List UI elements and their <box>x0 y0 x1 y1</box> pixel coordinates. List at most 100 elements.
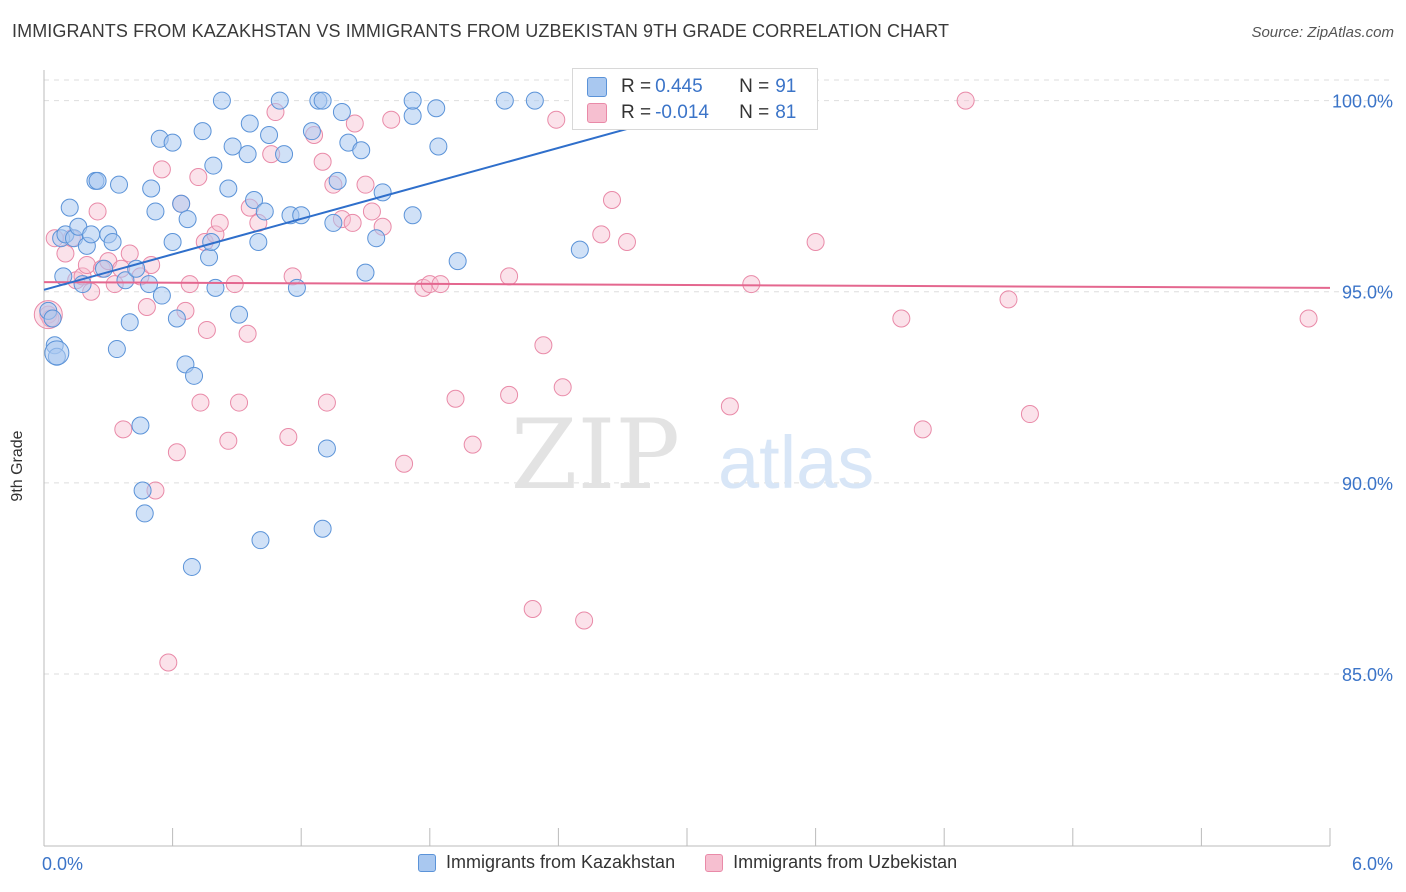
uzbekistan-point <box>806 233 825 252</box>
kazakhstan-point <box>140 275 159 294</box>
uzbekistan-point <box>114 420 133 439</box>
uzbekistan-point <box>1299 309 1318 328</box>
y-tick-label: 100.0% <box>1332 92 1393 112</box>
stats-row-kazakhstan: R = 0.445 N = 91 <box>587 76 796 98</box>
axes <box>43 70 1331 847</box>
kazakhstan-point <box>185 366 204 385</box>
kazakhstan-point <box>270 91 289 110</box>
tick-labels: 85.0% 90.0% 95.0% 100.0% 0.0% 6.0% <box>42 92 1393 874</box>
kazakhstan-point <box>403 91 422 110</box>
uzbekistan-point <box>197 320 216 339</box>
uzbekistan-point <box>189 168 208 187</box>
chart-title: IMMIGRANTS FROM KAZAKHSTAN VS IMMIGRANTS… <box>12 21 950 41</box>
kazakhstan-point <box>120 313 139 332</box>
uzbekistan-point <box>225 275 244 294</box>
kazakhstan-point <box>328 171 347 190</box>
kazakhstan-point <box>88 171 107 190</box>
kazakhstan-point <box>178 210 197 229</box>
uzbekistan-point <box>534 336 553 355</box>
kazakhstan-point <box>163 233 182 252</box>
uzbekistan-point <box>313 152 332 171</box>
uzbekistan-point <box>238 324 257 343</box>
r-label: R = <box>621 76 652 97</box>
kazakhstan-point <box>427 99 446 118</box>
uzbekistan-point <box>317 393 336 412</box>
kazakhstan-trend-line <box>43 99 731 291</box>
uzbekistan-point <box>345 114 364 133</box>
uzbekistan-point <box>230 393 249 412</box>
uzbekistan-point <box>592 225 611 244</box>
kazakhstan-point <box>525 91 544 110</box>
n-label: N = <box>739 76 770 97</box>
uzbekistan-point <box>279 427 298 446</box>
watermark-zip: ZIP <box>511 399 680 511</box>
uzbekistan-point <box>547 110 566 129</box>
uzbekistan-point <box>463 435 482 454</box>
uzbekistan-point <box>210 213 229 232</box>
uzbekistan-point <box>167 443 186 462</box>
source-label: Source: ZipAtlas.com <box>1251 24 1394 41</box>
kazakhstan-point <box>313 91 332 110</box>
kazakhstan-point <box>182 557 201 576</box>
kazakhstan-point <box>332 103 351 122</box>
uzbekistan-point <box>553 378 572 397</box>
kazakhstan-point <box>245 190 264 209</box>
kazakhstan-point <box>240 114 259 133</box>
uzbekistan-point <box>180 275 199 294</box>
kazakhstan-point <box>275 145 294 164</box>
r-label: R = <box>621 102 652 123</box>
kazakhstan-point <box>103 233 122 252</box>
stats-row-uzbekistan: R = -0.014 N = 81 <box>587 102 796 124</box>
kazakhstan-point <box>448 252 467 271</box>
kazakhstan-point <box>287 278 306 297</box>
uzbekistan-point <box>343 213 362 232</box>
kazakhstan-point <box>152 286 171 305</box>
kazakhstan-point <box>43 309 62 328</box>
uzbekistan-point <box>152 160 171 179</box>
y-axis-label: 9th Grade <box>9 430 26 502</box>
uzbekistan-point <box>159 653 178 672</box>
kazakhstan-point <box>317 439 336 458</box>
kazakhstan-point <box>352 141 371 160</box>
y-tick-label: 95.0% <box>1342 283 1393 303</box>
kazakhstan-point <box>223 137 242 156</box>
trend-lines <box>43 99 1331 291</box>
kazakhstan-point <box>193 122 212 141</box>
uzbekistan-point <box>137 298 156 317</box>
kazakhstan-point <box>313 519 332 538</box>
watermark-atlas: atlas <box>718 421 874 504</box>
uzbekistan-point <box>395 454 414 473</box>
uzbekistan-point <box>88 202 107 221</box>
kazakhstan-point <box>255 202 274 221</box>
uzbekistan-point <box>523 599 542 618</box>
uzbekistan-point <box>356 175 375 194</box>
uzbekistan-point <box>956 91 975 110</box>
uzbekistan-point <box>999 290 1018 309</box>
uzbekistan-point <box>575 611 594 630</box>
uzbekistan-point <box>500 267 519 286</box>
kazakhstan-point <box>302 122 321 141</box>
kazakhstan-point <box>204 156 223 175</box>
stats-box: R = 0.445 N = 91 R = -0.014 N = 81 <box>572 68 818 130</box>
n-value: 81 <box>775 102 797 123</box>
kazakhstan-point <box>249 233 268 252</box>
kazakhstan-point <box>251 531 270 550</box>
kazakhstan-point <box>133 481 152 500</box>
n-value: 91 <box>775 76 797 97</box>
uzbekistan-swatch <box>587 103 607 123</box>
legend-swatch-uzbekistan <box>705 853 724 872</box>
kazakhstan-point <box>116 271 135 290</box>
kazakhstan-point <box>238 145 257 164</box>
uzbekistan-point <box>219 431 238 450</box>
uzbekistan-point <box>500 385 519 404</box>
uzbekistan-point <box>913 420 932 439</box>
grid-lines <box>44 79 1392 675</box>
kazakhstan-point <box>200 248 219 267</box>
y-tick-label: 90.0% <box>1342 474 1393 494</box>
kazakhstan-point <box>146 202 165 221</box>
uzbekistan-point <box>617 233 636 252</box>
kazakhstan-point <box>356 263 375 282</box>
kazakhstan-point <box>82 225 101 244</box>
kazakhstan-swatch <box>587 77 607 97</box>
